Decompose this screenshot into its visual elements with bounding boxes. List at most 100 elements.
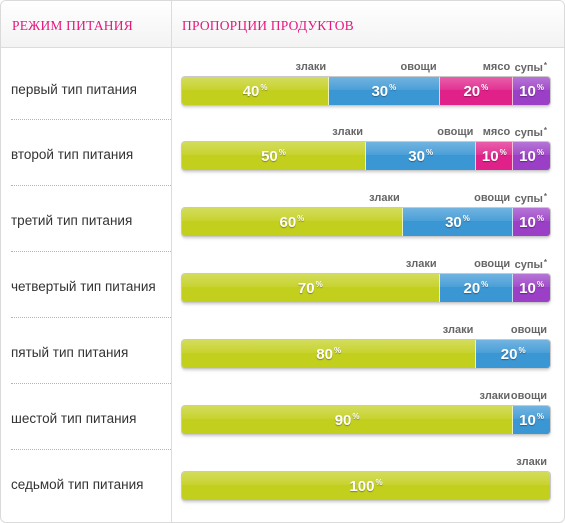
series-name: злаки xyxy=(295,61,327,73)
stacked-bar: 50% 30% 10% 10% xyxy=(182,142,550,170)
segment-category-label: злаки xyxy=(296,61,327,73)
stacked-bar: 70% 20% 10% xyxy=(182,274,550,302)
footnote-mark: * xyxy=(543,126,547,135)
segment-category-label: супы* xyxy=(515,258,547,271)
segment-value-label: 10% xyxy=(519,213,544,231)
bar-segment-vegetables: 30% xyxy=(402,208,514,236)
table-header: РЕЖИМ ПИТАНИЯ ПРОПОРЦИИ ПРОДУКТОВ xyxy=(1,1,564,48)
diet-type-label: четвертый тип питания xyxy=(11,279,156,294)
segment-value-label: 20% xyxy=(463,82,489,100)
percent-sign: % xyxy=(297,213,305,223)
segment-value-label: 30% xyxy=(445,213,470,231)
segment-value-label: 10% xyxy=(519,411,544,429)
series-name: овощи xyxy=(510,390,547,402)
segment-value-label: 20% xyxy=(463,279,489,297)
diet-type-label: пятый тип питания xyxy=(11,345,129,360)
segment-category-label: супы* xyxy=(515,126,547,139)
percent-sign: % xyxy=(375,477,383,487)
segment-category-label: овощи xyxy=(474,258,510,270)
segment-category-label: мясо xyxy=(483,61,510,73)
percent-sign: % xyxy=(481,82,489,92)
percent-sign: % xyxy=(278,147,286,157)
bar-segment-meat: 20% xyxy=(439,77,514,105)
stacked-bar: 80% 20% xyxy=(182,340,550,368)
percent-sign: % xyxy=(389,82,397,92)
diet-type-label: третий тип питания xyxy=(11,213,133,228)
percent-sign: % xyxy=(536,279,544,289)
segment-value-label: 80% xyxy=(316,345,342,363)
segment-category-label: овощи xyxy=(511,324,547,336)
diet-type-label: первый тип питания xyxy=(11,82,137,97)
diet-type-label: шестой тип питания xyxy=(11,411,137,426)
segment-category-label: злаки xyxy=(516,456,547,468)
bar-segment-soups: 10% xyxy=(513,142,550,170)
segment-value-label: 20% xyxy=(500,345,526,363)
product-proportions-column-title: ПРОПОРЦИИ ПРОДУКТОВ xyxy=(182,18,354,33)
bar-segment-vegetables: 30% xyxy=(329,77,440,105)
segment-category-label: мясо xyxy=(483,126,510,138)
percent-sign: % xyxy=(352,411,360,421)
segment-category-label: овощи xyxy=(474,192,510,204)
series-name: злаки xyxy=(479,390,511,402)
segment-value-label: 70% xyxy=(297,279,323,297)
stacked-bar: 100% xyxy=(182,472,550,500)
series-name: овощи xyxy=(510,324,547,336)
segment-value-label: 10% xyxy=(519,82,544,100)
bar-segment-grains: 60% xyxy=(182,208,403,236)
footnote-mark: * xyxy=(543,258,547,267)
segment-value-label: 90% xyxy=(334,411,360,429)
segment-value-label: 40% xyxy=(242,82,268,100)
segment-value-label: 50% xyxy=(261,147,286,165)
stacked-bar: 90% 10% xyxy=(182,406,550,434)
percent-sign: % xyxy=(518,345,526,355)
segment-value-label: 30% xyxy=(371,82,397,100)
row-separator xyxy=(11,317,171,319)
segment-category-label: злаки xyxy=(332,126,363,138)
percent-sign: % xyxy=(481,279,489,289)
percent-sign: % xyxy=(260,82,268,92)
bar-segment-vegetables: 10% xyxy=(513,406,550,434)
series-name: супы xyxy=(514,127,543,139)
series-name: овощи xyxy=(474,258,511,270)
segment-category-label: овощи xyxy=(511,390,547,402)
bar-segment-soups: 10% xyxy=(513,274,550,302)
segment-value-label: 10% xyxy=(519,147,544,165)
segment-category-label: злаки xyxy=(369,192,400,204)
segment-value-label: 100% xyxy=(349,477,383,495)
percent-sign: % xyxy=(536,147,544,157)
diet-type-label: второй тип питания xyxy=(11,147,134,162)
segment-category-label: овощи xyxy=(437,126,473,138)
footnote-mark: * xyxy=(543,61,547,70)
stacked-bar: 60% 30% 10% xyxy=(182,208,550,236)
series-name: овощи xyxy=(400,61,437,73)
bar-segment-vegetables: 30% xyxy=(366,142,477,170)
series-name: супы xyxy=(514,193,543,205)
segment-category-label: овощи xyxy=(401,61,437,73)
percent-sign: % xyxy=(462,213,470,223)
segment-value-label: 10% xyxy=(481,147,507,165)
series-name: злаки xyxy=(369,192,400,204)
diet-type-label: седьмой тип питания xyxy=(11,477,144,492)
series-name: мясо xyxy=(482,126,511,138)
bar-segment-grains: 90% xyxy=(182,406,514,434)
series-name: злаки xyxy=(442,324,474,336)
series-name: злаки xyxy=(405,258,437,270)
diet-mode-column-title: РЕЖИМ ПИТАНИЯ xyxy=(12,18,133,33)
series-name: супы xyxy=(514,62,543,74)
segment-value-label: 60% xyxy=(279,213,305,231)
percent-sign: % xyxy=(536,411,544,421)
row-separator xyxy=(11,383,171,385)
bar-segment-grains: 50% xyxy=(182,142,366,170)
segment-category-label: супы* xyxy=(515,61,547,74)
bar-segment-grains: 80% xyxy=(182,340,477,368)
series-name: овощи xyxy=(437,126,474,138)
segment-category-label: супы* xyxy=(515,192,547,205)
segment-category-label: злаки xyxy=(480,390,511,402)
row-separator xyxy=(11,119,171,121)
bar-segment-meat: 10% xyxy=(476,142,514,170)
series-name: овощи xyxy=(474,192,511,204)
footnote-mark: * xyxy=(543,192,547,201)
series-name: злаки xyxy=(332,126,363,138)
bar-segment-soups: 10% xyxy=(513,208,550,236)
